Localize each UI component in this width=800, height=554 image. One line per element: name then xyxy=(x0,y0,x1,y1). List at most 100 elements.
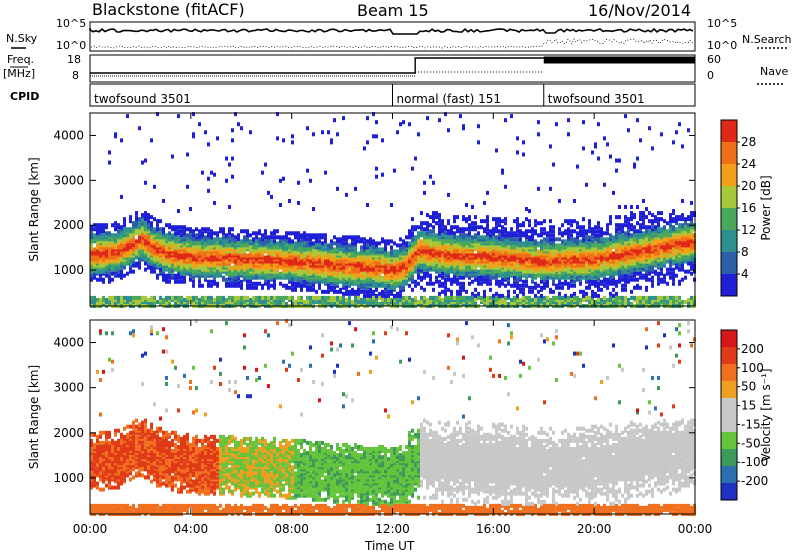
heatmap-cell xyxy=(231,255,234,260)
heatmap-cell xyxy=(165,275,168,280)
heatmap-cell xyxy=(345,299,348,304)
heatmap-cell xyxy=(225,281,228,286)
heatmap-cell xyxy=(465,257,468,262)
heatmap-cell xyxy=(207,251,210,256)
heatmap-cell xyxy=(117,259,120,264)
heatmap-cell xyxy=(564,275,567,280)
heatmap-cell xyxy=(261,245,264,250)
heatmap-cell xyxy=(330,285,333,290)
heatmap-cell xyxy=(282,257,285,262)
heatmap-cell xyxy=(393,271,396,276)
heatmap-cell xyxy=(252,281,255,286)
heatmap-cell xyxy=(519,243,522,248)
heatmap-cell xyxy=(288,239,291,244)
heatmap-cell xyxy=(408,249,411,254)
heatmap-cell xyxy=(495,221,498,226)
heatmap-cell xyxy=(339,301,342,306)
heatmap-cell xyxy=(552,273,555,278)
heatmap-cell xyxy=(435,299,438,304)
heatmap-cell xyxy=(360,267,363,272)
heatmap-cell xyxy=(93,253,96,258)
heatmap-cell xyxy=(165,301,168,306)
heatmap-cell xyxy=(453,241,456,246)
heatmap-cell xyxy=(180,229,183,234)
heatmap-cell xyxy=(372,269,375,274)
heatmap-cell xyxy=(165,297,168,302)
heatmap-cell xyxy=(216,253,219,258)
heatmap-cell xyxy=(516,265,519,270)
heatmap-cell xyxy=(186,245,189,250)
heatmap-cell xyxy=(156,233,159,238)
heatmap-cell xyxy=(393,257,396,262)
heatmap-cell xyxy=(576,249,579,254)
heatmap-cell xyxy=(252,255,255,260)
heatmap-cell xyxy=(198,239,201,244)
heatmap-cell xyxy=(189,237,192,242)
heatmap-cell xyxy=(126,255,129,260)
heatmap-cell xyxy=(441,299,444,304)
heatmap-cell xyxy=(141,239,144,244)
heatmap-cell xyxy=(507,245,510,250)
heatmap-cell xyxy=(336,295,339,300)
heatmap-cell xyxy=(387,269,390,274)
heatmap-cell xyxy=(486,273,489,278)
heatmap-cell xyxy=(474,295,477,300)
heatmap-cell xyxy=(174,267,177,272)
heatmap-cell xyxy=(372,301,375,306)
heatmap-cell xyxy=(480,277,483,282)
heatmap-cell xyxy=(213,172,216,177)
heatmap-cell xyxy=(513,237,516,242)
heatmap-cell xyxy=(441,233,444,238)
heatmap-cell xyxy=(270,273,273,278)
heatmap-cell xyxy=(573,243,576,248)
heatmap-cell xyxy=(348,289,351,294)
heatmap-cell xyxy=(186,301,189,306)
heatmap-cell xyxy=(231,297,234,302)
heatmap-cell xyxy=(261,283,264,288)
heatmap-cell xyxy=(495,281,498,286)
heatmap-cell xyxy=(99,277,102,282)
heatmap-cell xyxy=(144,243,147,248)
heatmap-cell xyxy=(297,237,300,242)
heatmap-cell xyxy=(522,152,525,157)
heatmap-cell xyxy=(111,233,114,238)
heatmap-cell xyxy=(408,241,411,246)
heatmap-cell xyxy=(432,281,435,286)
heatmap-cell xyxy=(582,247,585,252)
heatmap-cell xyxy=(252,239,255,244)
heatmap-cell xyxy=(504,237,507,242)
heatmap-cell xyxy=(534,259,537,264)
heatmap-cell xyxy=(420,275,423,280)
heatmap-cell xyxy=(192,132,195,137)
heatmap-cell xyxy=(345,259,348,264)
heatmap-cell xyxy=(408,251,411,256)
heatmap-cell xyxy=(363,255,366,260)
heatmap-cell xyxy=(171,239,174,244)
heatmap-cell xyxy=(198,243,201,248)
heatmap-cell xyxy=(549,287,552,292)
heatmap-cell xyxy=(369,293,372,298)
heatmap-cell xyxy=(459,229,462,234)
heatmap-cell xyxy=(498,279,501,284)
heatmap-cell xyxy=(531,259,534,264)
heatmap-cell xyxy=(318,295,321,300)
heatmap-cell xyxy=(555,237,558,242)
heatmap-cell xyxy=(519,237,522,242)
heatmap-cell xyxy=(177,255,180,260)
heatmap-cell xyxy=(159,241,162,246)
heatmap-cell xyxy=(114,261,117,266)
heatmap-cell xyxy=(483,269,486,274)
heatmap-cell xyxy=(138,217,141,222)
heatmap-cell xyxy=(282,301,285,306)
heatmap-cell xyxy=(195,235,198,240)
heatmap-cell xyxy=(150,239,153,244)
heatmap-cell xyxy=(390,265,393,270)
heatmap-cell xyxy=(549,271,552,276)
heatmap-cell xyxy=(273,281,276,286)
heatmap-cell xyxy=(597,243,600,248)
heatmap-cell xyxy=(411,233,414,238)
heatmap-cell xyxy=(198,253,201,258)
heatmap-cell xyxy=(123,295,126,300)
heatmap-cell xyxy=(420,263,423,268)
